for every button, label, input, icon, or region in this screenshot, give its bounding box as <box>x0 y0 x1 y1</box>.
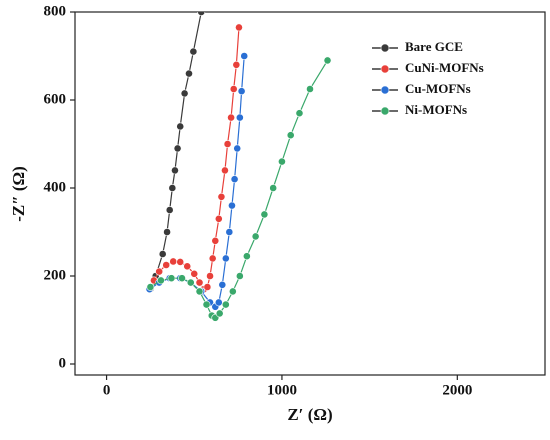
legend-label: Bare GCE <box>405 39 463 54</box>
data-point <box>180 89 189 98</box>
data-point <box>208 254 217 263</box>
data-point <box>211 236 220 245</box>
x-axis-title: Z′ (Ω) <box>287 405 332 424</box>
data-point <box>240 52 249 60</box>
legend-marker <box>380 106 390 116</box>
legend-label: Ni-MOFNs <box>405 102 467 117</box>
data-point <box>178 274 186 283</box>
data-point <box>214 214 223 223</box>
legend-marker <box>380 85 390 95</box>
data-point <box>185 69 193 78</box>
data-point <box>228 201 236 210</box>
data-point <box>195 278 204 287</box>
series-line <box>150 60 329 319</box>
data-point <box>233 144 242 153</box>
data-point <box>232 60 241 69</box>
data-point <box>229 85 238 93</box>
x-tick-label: 0 <box>103 382 111 398</box>
data-point <box>237 87 246 96</box>
data-point <box>176 122 185 131</box>
data-point <box>235 272 244 280</box>
data-point <box>225 228 234 236</box>
data-point <box>146 283 155 291</box>
data-point <box>228 287 237 296</box>
data-point <box>168 184 177 192</box>
x-tick-label: 2000 <box>442 382 472 398</box>
y-tick-label: 0 <box>59 355 67 371</box>
data-point <box>165 206 174 214</box>
data-point <box>189 47 198 56</box>
data-point <box>221 300 230 309</box>
y-axis-title: -Z″ (Ω) <box>9 166 28 222</box>
data-point <box>176 258 185 266</box>
data-point <box>217 192 226 201</box>
data-point <box>206 272 214 280</box>
data-point <box>158 250 167 258</box>
series-line <box>148 27 240 291</box>
data-point <box>169 257 178 266</box>
data-point <box>323 56 332 65</box>
data-point <box>306 85 314 93</box>
legend-marker <box>380 43 390 53</box>
data-point <box>195 287 204 296</box>
y-tick-label: 200 <box>44 267 67 283</box>
data-point <box>203 283 212 291</box>
series-line <box>149 55 245 308</box>
data-point <box>221 166 229 175</box>
data-point <box>162 261 171 269</box>
data-point <box>183 262 192 271</box>
legend-marker <box>380 64 390 74</box>
data-point <box>214 298 223 307</box>
data-point <box>190 269 199 278</box>
data-point <box>223 140 232 148</box>
y-tick-label: 400 <box>44 179 67 195</box>
data-point <box>215 309 224 318</box>
data-point <box>235 113 244 122</box>
x-tick-label: 1000 <box>267 382 297 398</box>
y-tick-label: 600 <box>44 91 67 107</box>
data-point <box>186 278 195 287</box>
plot-frame <box>74 11 546 376</box>
data-point <box>286 131 295 140</box>
data-point <box>202 300 211 309</box>
data-point <box>157 276 165 285</box>
data-point <box>235 23 243 32</box>
data-point <box>269 184 278 192</box>
data-point <box>173 144 182 153</box>
data-point <box>278 157 286 166</box>
data-point <box>218 280 227 289</box>
plot-area <box>145 12 332 322</box>
data-point <box>242 252 251 261</box>
data-point <box>260 210 269 219</box>
data-point <box>221 254 230 263</box>
data-point <box>295 109 304 118</box>
data-point <box>227 113 235 122</box>
data-point <box>155 267 164 276</box>
legend-label: Cu-MOFNs <box>405 81 471 96</box>
y-tick-label: 800 <box>44 3 67 19</box>
data-point <box>163 228 171 236</box>
data-point <box>197 12 206 16</box>
data-point <box>251 232 260 241</box>
data-point <box>171 166 179 175</box>
data-point <box>230 175 239 184</box>
legend-label: CuNi-MOFNs <box>405 60 484 75</box>
data-point <box>167 274 176 283</box>
